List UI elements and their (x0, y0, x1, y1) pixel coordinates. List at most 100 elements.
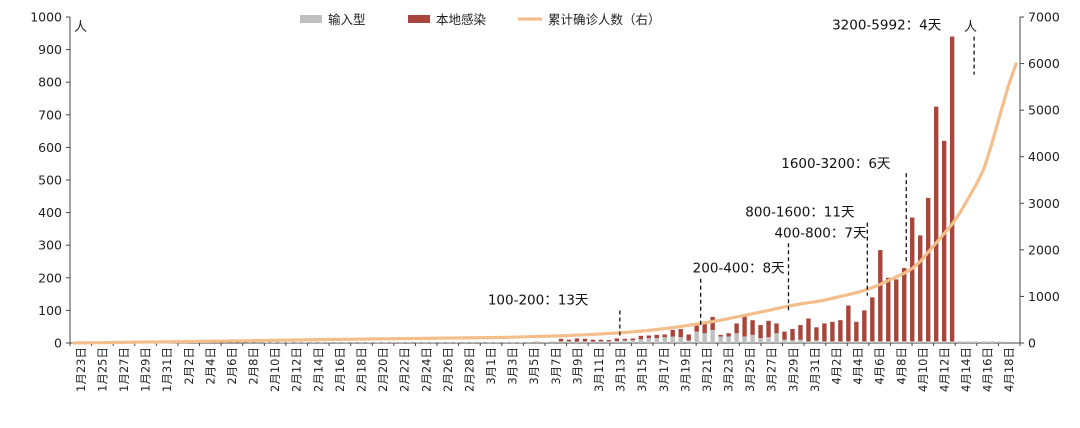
bar-imported (766, 337, 770, 343)
bar-imported (774, 333, 778, 343)
annotation-label: 100-200：13天 (488, 293, 589, 309)
bar-local (663, 335, 667, 338)
y-left-tick-label: 100 (38, 303, 62, 318)
bar-local (591, 340, 595, 342)
legend-label-local: 本地感染 (436, 12, 487, 27)
bar-local (886, 278, 890, 342)
x-tick-label: 2月14日 (311, 347, 325, 392)
bar-local (583, 339, 587, 342)
y-right-tick-label: 7000 (1028, 10, 1060, 25)
bar-imported (575, 342, 579, 343)
bar-local (655, 335, 659, 338)
x-tick-label: 3月29日 (786, 347, 800, 392)
bar-local (687, 335, 691, 341)
bar-local (734, 323, 738, 333)
legend: 输入型本地感染累计确诊人数（右） (300, 12, 661, 27)
x-tick-label: 1月25日 (95, 347, 109, 392)
bar-imported (631, 340, 635, 343)
bar-imported (702, 333, 706, 343)
bar-local (639, 336, 643, 339)
x-tick-label: 3月17日 (657, 347, 671, 392)
bar-imported (710, 330, 714, 343)
y-left-tick-label: 800 (38, 75, 62, 90)
x-tick-label: 4月8日 (894, 347, 908, 385)
bar-imported (862, 341, 866, 343)
bar-imported (535, 342, 539, 343)
bar-local (870, 297, 874, 341)
x-tick-label: 2月8日 (247, 347, 261, 385)
bar-imported (830, 341, 834, 343)
y-left-tick-label: 200 (38, 270, 62, 285)
y-right-tick-label: 5000 (1028, 103, 1060, 118)
y-right-tick-label: 2000 (1028, 242, 1060, 257)
x-tick-label: 3月23日 (722, 347, 736, 392)
x-tick-label: 4月14日 (959, 347, 973, 392)
annotation-label: 3200-5992：4天 (832, 18, 942, 34)
bar-imported (718, 336, 722, 343)
x-tick-label: 3月13日 (614, 347, 628, 392)
bar-imported (902, 341, 906, 343)
bar-local (710, 317, 714, 330)
bar-imported (559, 341, 563, 343)
bar-imported (263, 342, 267, 343)
bar-imported (551, 341, 555, 343)
bar-imported (750, 335, 754, 343)
y-left-tick-label: 0 (54, 336, 62, 351)
x-tick-label: 3月11日 (592, 347, 606, 392)
x-tick-label: 4月10日 (916, 347, 930, 392)
bar-imported (271, 342, 275, 343)
y-right-tick-label: 0 (1028, 336, 1036, 351)
bar-imported (647, 338, 651, 343)
bar-imported (958, 341, 962, 343)
x-tick-label: 4月2日 (829, 347, 843, 385)
bar-local (822, 323, 826, 341)
legend-swatch-local (408, 15, 430, 23)
x-tick-label: 2月12日 (290, 347, 304, 392)
bar-imported (798, 340, 802, 343)
bar-local (806, 319, 810, 342)
bar-local (671, 330, 675, 337)
x-tick-label: 2月4日 (203, 347, 217, 385)
bar-imported (567, 341, 571, 343)
bar-imported (591, 342, 595, 343)
bar-imported (886, 341, 890, 343)
bar-imported (990, 341, 994, 343)
x-tick-label: 3月1日 (484, 347, 498, 385)
bar-imported (671, 336, 675, 343)
bar-imported (854, 341, 858, 343)
bar-local (862, 310, 866, 341)
bar-local (567, 340, 571, 342)
bar-imported (511, 342, 515, 343)
bar-local (631, 338, 635, 340)
bar-imported (758, 338, 762, 343)
legend-label-cumulative: 累计确诊人数（右） (548, 12, 661, 27)
bar-local (934, 107, 938, 342)
bar-imported (543, 342, 547, 343)
x-tick-label: 3月19日 (678, 347, 692, 392)
x-tick-label: 1月31日 (160, 347, 174, 392)
x-tick-label: 4月18日 (1002, 347, 1016, 392)
annotations-layer: 100-200：13天200-400：8天400-800：7天800-1600：… (488, 18, 974, 338)
bar-local (607, 340, 611, 341)
bar-local (782, 332, 786, 340)
annotation-label: 800-1600：11天 (745, 205, 855, 221)
bar-imported (679, 337, 683, 343)
x-tick-label: 1月23日 (74, 347, 88, 392)
bar-imported (527, 342, 531, 343)
bar-imported (663, 337, 667, 343)
y-left-tick-label: 600 (38, 140, 62, 155)
bar-imported (599, 341, 603, 343)
bar-local (559, 339, 563, 342)
y-right-tick-label: 1000 (1028, 289, 1060, 304)
bar-imported (894, 341, 898, 343)
x-tick-label: 3月31日 (808, 347, 822, 392)
bar-imported (814, 340, 818, 343)
x-tick-label: 2月10日 (268, 347, 282, 392)
y-left-tick-label: 900 (38, 42, 62, 57)
x-tick-label: 2月28日 (462, 347, 476, 392)
x-tick-label: 3月21日 (700, 347, 714, 392)
x-tick-label: 3月7日 (549, 347, 563, 385)
bar-imported (942, 341, 946, 343)
annotation-label: 1600-3200：6天 (781, 156, 891, 172)
